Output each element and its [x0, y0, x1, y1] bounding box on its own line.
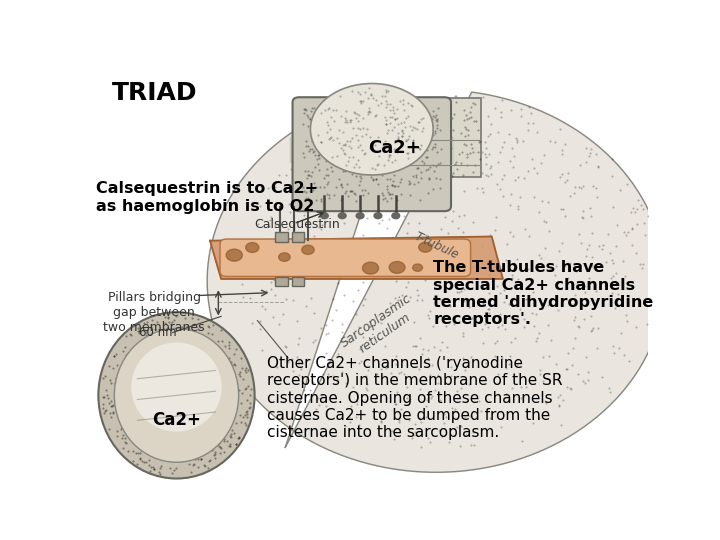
Text: Sarcoplasmic
reticulum: Sarcoplasmic reticulum — [338, 292, 422, 362]
FancyBboxPatch shape — [220, 239, 471, 276]
Circle shape — [356, 213, 364, 219]
FancyBboxPatch shape — [292, 232, 305, 241]
FancyBboxPatch shape — [275, 232, 287, 241]
Text: Calsequestrin is to Ca2+
as haemoglobin is to O2: Calsequestrin is to Ca2+ as haemoglobin … — [96, 181, 318, 214]
Ellipse shape — [114, 328, 238, 462]
Circle shape — [390, 261, 405, 273]
Circle shape — [246, 242, 259, 253]
Circle shape — [418, 242, 432, 252]
Circle shape — [338, 213, 346, 219]
Ellipse shape — [131, 342, 222, 431]
Polygon shape — [207, 92, 665, 472]
FancyBboxPatch shape — [402, 98, 481, 177]
Text: Other Ca2+ channels ('ryanodine
receptors') in the membrane of the SR
cisternae.: Other Ca2+ channels ('ryanodine receptor… — [267, 356, 563, 441]
Circle shape — [374, 213, 382, 219]
Circle shape — [302, 245, 314, 254]
Text: Pillars bridging
gap between
two membranes: Pillars bridging gap between two membran… — [104, 292, 205, 334]
FancyBboxPatch shape — [292, 97, 451, 211]
Polygon shape — [210, 237, 503, 279]
Circle shape — [320, 213, 328, 219]
Text: Ca2+: Ca2+ — [368, 139, 420, 157]
Text: Ca2+: Ca2+ — [152, 411, 201, 429]
FancyBboxPatch shape — [275, 277, 287, 286]
Circle shape — [413, 264, 423, 271]
Text: The T-tubules have
special Ca2+ channels
termed 'dihydropyridine
receptors'.: The T-tubules have special Ca2+ channels… — [433, 260, 654, 327]
Circle shape — [362, 262, 379, 274]
Ellipse shape — [99, 312, 255, 478]
Text: Calsequestrin: Calsequestrin — [255, 218, 341, 231]
Ellipse shape — [310, 84, 433, 175]
FancyBboxPatch shape — [292, 277, 305, 286]
Text: TRIAD: TRIAD — [112, 82, 198, 105]
Circle shape — [279, 253, 290, 261]
Text: 60 nm: 60 nm — [139, 327, 176, 340]
Circle shape — [392, 213, 400, 219]
Polygon shape — [290, 138, 453, 188]
Circle shape — [226, 249, 243, 261]
Text: T-tubule: T-tubule — [412, 230, 460, 261]
